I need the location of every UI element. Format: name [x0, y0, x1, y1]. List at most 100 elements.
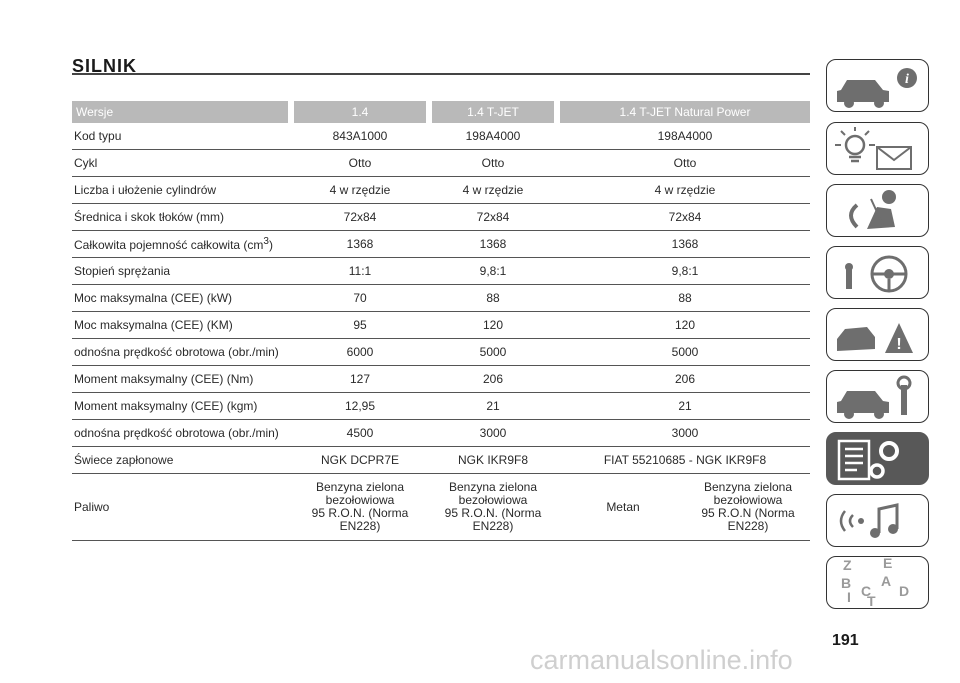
table-row: odnośna prędkość obrotowa (obr./min) 4500…	[72, 419, 810, 447]
tab-starting-driving[interactable]	[826, 246, 929, 299]
value-natural-power: 1368	[560, 230, 810, 258]
value-1-4-tjet: 21	[432, 392, 554, 420]
table-row: Stopień sprężania 11:1 9,8:1 9,8:1	[72, 257, 810, 285]
tab-emergency[interactable]: !	[826, 308, 929, 361]
watermark: carmanualsonline.info	[530, 645, 793, 675]
value-1-4-tjet: Otto	[432, 149, 554, 177]
table-row: Średnica i skok tłoków (mm) 72x84 72x84 72x…	[72, 203, 810, 231]
title-divider	[72, 73, 810, 75]
table-row: Świece zapłonowe NGK DCPR7E NGK IKR9F8 FIAT…	[72, 446, 810, 474]
value-natural-power: 198A4000	[560, 123, 810, 150]
value-1-4-tjet: 198A4000	[432, 123, 554, 150]
tab-safety[interactable]	[826, 184, 929, 237]
value-1-4-tjet: Benzyna zielona bezołowiowa 95 R.O.N. (Nor…	[432, 473, 554, 541]
value-1-4: 6000	[294, 338, 426, 366]
section-title: SILNIK	[72, 56, 138, 76]
index-letter: I	[847, 589, 851, 605]
table-row: Liczba i ułożenie cylindrów 4 w rzędzie 4 …	[72, 176, 810, 204]
value-natural-power-petrol: Benzyna zielona bezołowiowa 95 R.O.N (Norm…	[686, 473, 810, 541]
value-1-4: 72x84	[294, 203, 426, 231]
value-natural-power: 120	[560, 311, 810, 339]
value-1-4: 1368	[294, 230, 426, 258]
index-letter: C	[861, 583, 872, 599]
value-1-4-tjet: 120	[432, 311, 554, 339]
value-1-4-tjet: 9,8:1	[432, 257, 554, 285]
value-1-4: 11:1	[294, 257, 426, 285]
document-gears-icon	[837, 439, 899, 481]
header-1-4: 1.4	[294, 101, 426, 123]
tab-lights-messages[interactable]	[826, 122, 929, 175]
value-natural-power: 9,8:1	[560, 257, 810, 285]
row-label: Paliwo	[72, 473, 288, 541]
row-label: Całkowita pojemność całkowita (cm3)	[72, 230, 288, 258]
row-label: Moment maksymalny (CEE) (kgm)	[72, 392, 288, 420]
tab-technical-data[interactable]	[826, 432, 929, 485]
table-row: Moc maksymalna (CEE) (KM) 95 120 120	[72, 311, 810, 339]
value-1-4: 4500	[294, 419, 426, 447]
value-natural-power: Otto	[560, 149, 810, 177]
header-1-4-tjet-natural-power: 1.4 T-JET Natural Power	[560, 101, 810, 123]
signal-music-icon	[839, 503, 899, 538]
table-row: Całkowita pojemność całkowita (cm3) 1368 1…	[72, 230, 810, 258]
value-1-4-tjet: 88	[432, 284, 554, 312]
row-label: Moment maksymalny (CEE) (Nm)	[72, 365, 288, 393]
value-1-4-tjet: 1368	[432, 230, 554, 258]
value-1-4: Otto	[294, 149, 426, 177]
value-1-4: 70	[294, 284, 426, 312]
row-label: Stopień sprężania	[72, 257, 288, 285]
car-crash-warning-icon: !	[837, 323, 913, 353]
row-label: Świece zapłonowe	[72, 446, 288, 474]
value-natural-power: 3000	[560, 419, 810, 447]
value-1-4: 843A1000	[294, 123, 426, 150]
value-1-4-tjet: 206	[432, 365, 554, 393]
value-natural-power: 206	[560, 365, 810, 393]
value-1-4: NGK DCPR7E	[294, 446, 426, 474]
tab-maintenance[interactable]	[826, 370, 929, 423]
airbag-person-icon	[849, 190, 896, 229]
table-header-row: Wersje 1.4 1.4 T-JET 1.4 T-JET Natural P…	[72, 101, 810, 123]
value-1-4: Benzyna zielona bezołowiowa 95 R.O.N. (Nor…	[294, 473, 426, 541]
tab-multimedia[interactable]	[826, 494, 929, 547]
table-row-fuel: Paliwo Benzyna zielona bezołowiowa 95 R.O.N…	[72, 473, 810, 541]
row-label: Liczba i ułożenie cylindrów	[72, 176, 288, 204]
header-1-4-tjet: 1.4 T-JET	[432, 101, 554, 123]
engine-spec-table: Wersje 1.4 1.4 T-JET 1.4 T-JET Natural P…	[72, 101, 810, 541]
table-row: Kod typu 843A1000 198A4000 198A4000	[72, 123, 810, 150]
value-1-4: 12,95	[294, 392, 426, 420]
value-natural-power: 72x84	[560, 203, 810, 231]
table-row: Moment maksymalny (CEE) (kgm) 12,95 21 21	[72, 392, 810, 420]
value-1-4: 127	[294, 365, 426, 393]
warning-light-message-icon	[835, 127, 912, 170]
row-label: odnośna prędkość obrotowa (obr./min)	[72, 338, 288, 366]
value-1-4: 95	[294, 311, 426, 339]
car-wrench-icon	[837, 375, 912, 419]
value-1-4-tjet: 4 w rzędzie	[432, 176, 554, 204]
value-natural-power: 4 w rzędzie	[560, 176, 810, 204]
row-label: Moc maksymalna (CEE) (KM)	[72, 311, 288, 339]
value-1-4-tjet: NGK IKR9F8	[432, 446, 554, 474]
row-label: odnośna prędkość obrotowa (obr./min)	[72, 419, 288, 447]
tab-dashboard-info[interactable]: i	[826, 59, 929, 112]
index-letter: Z	[843, 557, 852, 573]
value-1-4: 4 w rzędzie	[294, 176, 426, 204]
table-row: odnośna prędkość obrotowa (obr./min) 6000…	[72, 338, 810, 366]
index-letter: A	[881, 573, 892, 589]
header-versions: Wersje	[72, 101, 288, 123]
table-row: Moc maksymalna (CEE) (kW) 70 88 88	[72, 284, 810, 312]
index-letter: D	[899, 583, 910, 599]
table-row: Moment maksymalny (CEE) (Nm) 127 206 206	[72, 365, 810, 393]
row-label: Kod typu	[72, 123, 288, 150]
index-letter: T	[867, 593, 876, 609]
value-1-4-tjet: 3000	[432, 419, 554, 447]
index-letter: E	[883, 556, 893, 571]
svg-text:i: i	[905, 72, 909, 87]
value-1-4-tjet: 72x84	[432, 203, 554, 231]
svg-text:!: !	[896, 336, 901, 353]
value-natural-power: FIAT 55210685 - NGK IKR9F8	[560, 446, 810, 474]
car-info-icon: i	[837, 68, 917, 108]
index-letter: B	[841, 575, 852, 591]
value-natural-power: 5000	[560, 338, 810, 366]
row-label: Średnica i skok tłoków (mm)	[72, 203, 288, 231]
page-number: 191	[832, 632, 859, 649]
